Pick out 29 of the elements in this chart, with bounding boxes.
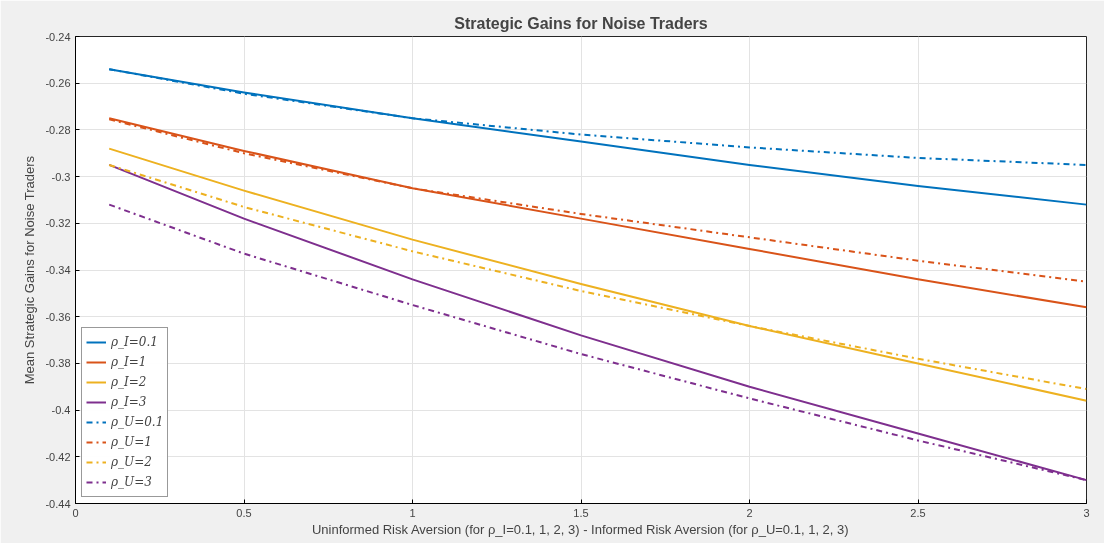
y-tick-label: -0.36 [45,310,71,323]
legend-label: ρ_U=0.1 [111,414,164,431]
y-tick-label: -0.38 [45,357,71,370]
x-tick-label: 0.5 [236,506,252,519]
x-tick-label: 3 [1083,506,1090,519]
y-axis-title: Mean Strategic Gains for Noise Traders [22,155,38,385]
y-tick-label: -0.4 [51,404,71,417]
y-tick-label: -0.32 [45,217,71,230]
y-tick-label: -0.34 [45,264,71,276]
legend-label: ρ_I=1 [111,354,147,371]
y-tick-label: -0.26 [45,77,71,90]
x-tick-label: 0 [72,506,79,519]
legend-label: ρ_I=2 [111,374,147,391]
y-tick-label: -0.28 [45,123,71,136]
legend-label: ρ_U=3 [111,474,152,491]
legend-label: ρ_I=0.1 [111,334,158,351]
y-tick-label: -0.24 [45,30,71,43]
legend-label: ρ_U=2 [111,454,152,471]
x-tick-label: 1 [409,506,416,519]
y-tick-label: -0.44 [45,497,71,510]
x-tick-label: 1.5 [573,506,589,519]
chart-title: Strategic Gains for Noise Traders [454,14,708,32]
y-tick-label: -0.42 [45,450,71,463]
legend-label: ρ_U=1 [111,434,152,451]
x-tick-label: 2.5 [910,506,926,519]
x-axis-title: Uninformed Risk Aversion (for ρ_I=0.1, 1, 2, 3) - Informed Risk Aversion (for ρ_U=0.1, 1, 2, 3) [311,521,849,537]
x-tick-label: 2 [746,506,753,519]
y-tick-label: -0.3 [51,170,71,183]
legend-label: ρ_I=3 [111,394,147,411]
